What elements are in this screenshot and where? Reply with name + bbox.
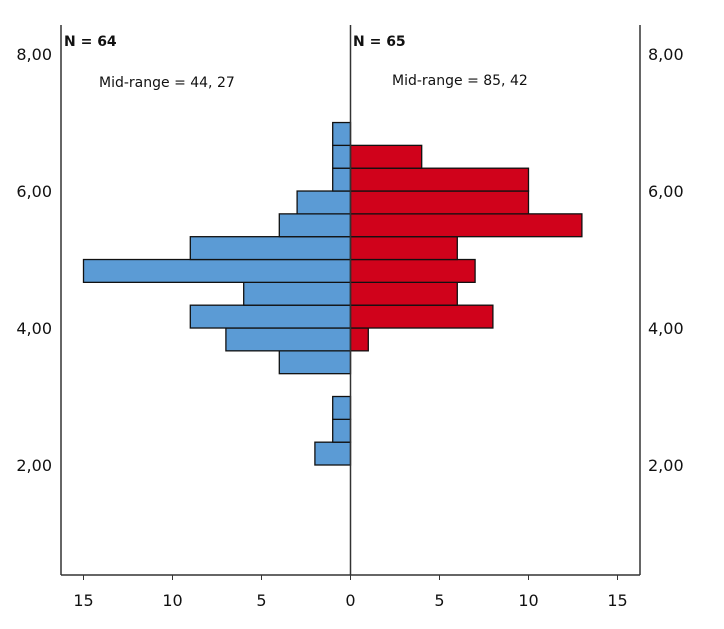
y-tick-right-2: 6,00 [648,182,684,201]
x-tick-3: 0 [345,591,355,610]
right-bar-12 [349,167,530,192]
left-bar-6 [189,304,352,329]
x-tick-4: 5 [434,591,444,610]
right-bar-8 [349,258,476,284]
x-tick-6: 15 [607,591,627,610]
right-mid-range-label: Mid-range = 85, 42 [392,73,528,89]
left-bar-13 [332,144,352,169]
left-bar-1 [332,418,352,443]
left-bar-12 [332,167,352,192]
left-bar-8 [82,258,352,284]
left-bar-9 [189,236,352,261]
y-tick-left-3: 8,00 [16,45,52,64]
left-n-label: N = 64 [64,34,117,50]
right-n-label: N = 65 [353,34,406,50]
y-tick-right-0: 2,00 [648,456,684,475]
y-tick-left-2: 6,00 [16,182,52,201]
right-bar-11 [349,190,530,215]
left-mid-range-label: Mid-range = 44, 27 [99,75,235,91]
right-bar-9 [349,236,458,261]
right-bar-5 [349,327,369,352]
right-bar-10 [349,213,583,238]
x-tick-0: 15 [73,591,93,610]
left-bar-14 [332,121,352,147]
left-bar-2 [332,395,352,420]
x-tick-2: 5 [256,591,266,610]
y-tick-left-1: 4,00 [16,319,52,338]
y-tick-left-0: 2,00 [16,456,52,475]
left-bar-11 [296,190,352,215]
y-tick-right-1: 4,00 [648,319,684,338]
left-bar-0 [314,441,352,466]
y-tick-right-3: 8,00 [648,45,684,64]
x-tick-1: 10 [162,591,182,610]
right-bar-13 [349,144,423,169]
left-bar-10 [278,213,352,238]
left-bar-4 [278,350,352,375]
left-bar-7 [243,281,352,306]
left-bar-5 [225,327,352,352]
right-bar-7 [349,281,458,306]
ticks-group: 2,00 2,00 4,00 4,00 6,00 6,00 8,00 8,00 15 10 5 0 5 1… [16,45,683,610]
right-bar-6 [349,304,494,329]
x-tick-5: 10 [518,591,538,610]
bars-group [82,121,583,466]
